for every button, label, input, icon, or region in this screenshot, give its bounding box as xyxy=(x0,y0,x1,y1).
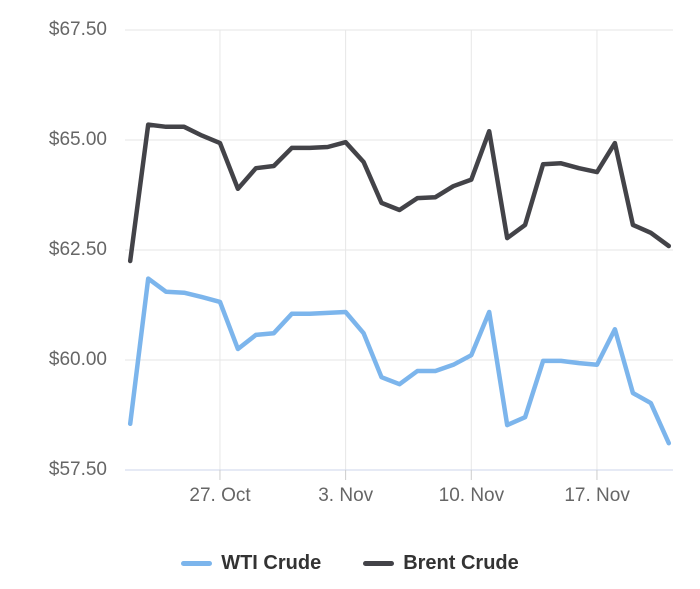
x-axis-label: 3. Nov xyxy=(318,485,374,506)
wti-crude-line[interactable] xyxy=(127,276,672,446)
x-axis-label: 10. Nov xyxy=(438,485,505,506)
y-axis-label: $60.00 xyxy=(48,349,107,370)
y-axis-label: $65.00 xyxy=(48,129,107,150)
legend-label: WTI Crude xyxy=(221,551,322,574)
wti-line-swatch-icon xyxy=(181,560,213,566)
x-axis-label: 27. Oct xyxy=(189,485,251,506)
legend-label: Brent Crude xyxy=(403,551,519,574)
y-axis-label: $62.50 xyxy=(48,239,107,260)
brent-crude-line[interactable] xyxy=(127,122,672,264)
x-axis-label: 17. Nov xyxy=(564,485,630,506)
plot-area[interactable] xyxy=(0,0,700,530)
y-axis-label: $57.50 xyxy=(48,459,107,480)
y-axis-label: $67.50 xyxy=(48,19,107,40)
legend-item-wti-crude[interactable]: WTI Crude xyxy=(181,552,321,575)
legend-item-brent-crude[interactable]: Brent Crude xyxy=(363,552,519,575)
brent-line-swatch-icon xyxy=(363,560,395,566)
legend: WTI Crude Brent Crude xyxy=(0,546,700,580)
